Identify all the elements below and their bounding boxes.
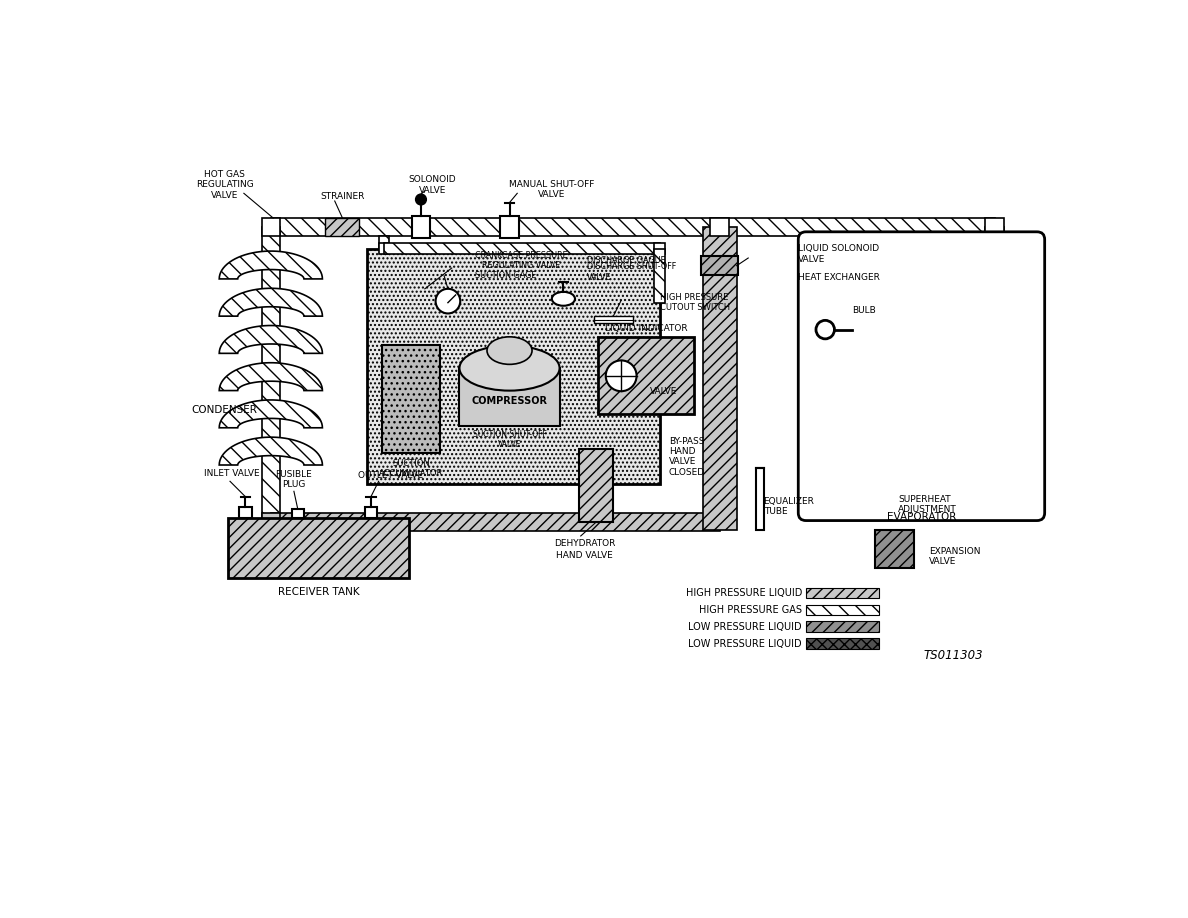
Polygon shape <box>860 296 982 328</box>
Text: HIGH PRESSURE
CUTOUT SWITCH: HIGH PRESSURE CUTOUT SWITCH <box>659 293 729 312</box>
Bar <box>261 218 280 237</box>
Text: FUSIBLE
PLUG: FUSIBLE PLUG <box>276 470 312 489</box>
Bar <box>985 227 1004 519</box>
Polygon shape <box>860 396 982 428</box>
Text: STRAINER: STRAINER <box>321 192 365 201</box>
Polygon shape <box>860 446 982 478</box>
Bar <box>384 243 659 254</box>
Circle shape <box>416 194 426 205</box>
FancyBboxPatch shape <box>798 232 1044 521</box>
Text: SOLONOID
VALVE: SOLONOID VALVE <box>409 175 456 195</box>
Text: EVAPORATOR: EVAPORATOR <box>886 511 956 521</box>
Bar <box>701 256 738 274</box>
Polygon shape <box>860 246 982 277</box>
Text: HOT GAS
REGULATING
VALVE: HOT GAS REGULATING VALVE <box>196 170 253 200</box>
Text: BY-PASS
HAND
VALVE
CLOSED: BY-PASS HAND VALVE CLOSED <box>669 437 704 476</box>
Text: EXPANSION
VALVE: EXPANSION VALVE <box>929 547 980 566</box>
Bar <box>291 509 304 519</box>
Text: VALVE: VALVE <box>650 386 677 396</box>
Bar <box>228 519 410 578</box>
Bar <box>594 316 633 323</box>
Bar <box>271 513 720 532</box>
Text: SUCTION
ACCUMULATOR: SUCTION ACCUMULATOR <box>379 458 443 478</box>
Bar <box>460 368 560 426</box>
Circle shape <box>606 361 637 391</box>
Bar <box>379 237 390 249</box>
Bar <box>261 513 280 532</box>
Text: COMPRESSOR: COMPRESSOR <box>472 396 548 406</box>
Bar <box>579 449 613 522</box>
Bar <box>805 621 879 633</box>
Polygon shape <box>860 346 982 377</box>
Bar <box>271 218 994 237</box>
Ellipse shape <box>487 337 532 364</box>
Bar <box>326 218 359 237</box>
Bar <box>805 638 879 649</box>
Text: CRANKCASE PRESSURE
REGULATING VALVE: CRANKCASE PRESSURE REGULATING VALVE <box>475 251 568 270</box>
Bar <box>710 218 729 237</box>
Bar <box>703 227 737 530</box>
Text: DISCHARGE GAGUE: DISCHARGE GAGUE <box>587 256 665 264</box>
Ellipse shape <box>460 345 560 391</box>
Polygon shape <box>220 363 322 390</box>
Text: HIGH PRESSURE GAS: HIGH PRESSURE GAS <box>699 605 802 615</box>
Bar <box>598 337 694 414</box>
Text: OUTLET VALVE: OUTLET VALVE <box>358 472 423 480</box>
Text: LOW PRESSURE LIQUID: LOW PRESSURE LIQUID <box>689 639 802 649</box>
Text: BULB: BULB <box>852 306 876 315</box>
Text: SUCTION GAGE: SUCTION GAGE <box>475 271 536 280</box>
Circle shape <box>436 289 460 313</box>
Bar <box>365 507 377 519</box>
Text: RECEIVER TANK: RECEIVER TANK <box>278 588 360 598</box>
Circle shape <box>816 320 834 339</box>
Text: HEAT EXCHANGER: HEAT EXCHANGER <box>798 273 880 282</box>
Text: TS011303: TS011303 <box>923 649 982 662</box>
Text: MANUAL SHUT-OFF
VALVE: MANUAL SHUT-OFF VALVE <box>510 180 594 199</box>
Bar <box>805 604 879 615</box>
Bar <box>367 249 659 484</box>
Bar <box>412 217 430 238</box>
Text: SUPERHEAT
ADJUSTMENT: SUPERHEAT ADJUSTMENT <box>898 495 958 514</box>
Text: INLET VALVE: INLET VALVE <box>203 469 259 478</box>
Text: SUCTION SHUT-OFF
VALVE: SUCTION SHUT-OFF VALVE <box>473 430 546 450</box>
Polygon shape <box>220 437 322 465</box>
Polygon shape <box>220 326 322 353</box>
Bar <box>383 345 441 453</box>
Bar <box>805 588 879 599</box>
Polygon shape <box>220 252 322 279</box>
Bar <box>261 227 280 522</box>
Bar <box>876 530 914 568</box>
Polygon shape <box>220 288 322 316</box>
Bar <box>655 243 665 254</box>
Text: DISCHARGE SHUT-OFF
VALVE: DISCHARGE SHUT-OFF VALVE <box>587 263 676 282</box>
Text: EQUALIZER
TUBE: EQUALIZER TUBE <box>764 497 815 517</box>
Ellipse shape <box>552 292 575 306</box>
Bar <box>756 468 764 530</box>
Text: LOW PRESSURE LIQUID: LOW PRESSURE LIQUID <box>689 621 802 632</box>
Text: LIQUID INDICATOR: LIQUID INDICATOR <box>605 323 688 332</box>
Bar <box>239 507 252 519</box>
Text: LIQUID SOLONOID
VALVE: LIQUID SOLONOID VALVE <box>798 244 879 263</box>
Bar <box>655 249 665 303</box>
Bar <box>500 217 519 238</box>
Polygon shape <box>220 400 322 428</box>
Bar <box>985 218 1004 237</box>
Text: DEHYDRATOR: DEHYDRATOR <box>554 539 615 548</box>
Bar <box>379 243 390 254</box>
Text: CONDENSER: CONDENSER <box>191 406 258 416</box>
Text: HAND VALVE: HAND VALVE <box>556 552 613 561</box>
Text: HIGH PRESSURE LIQUID: HIGH PRESSURE LIQUID <box>685 588 802 598</box>
